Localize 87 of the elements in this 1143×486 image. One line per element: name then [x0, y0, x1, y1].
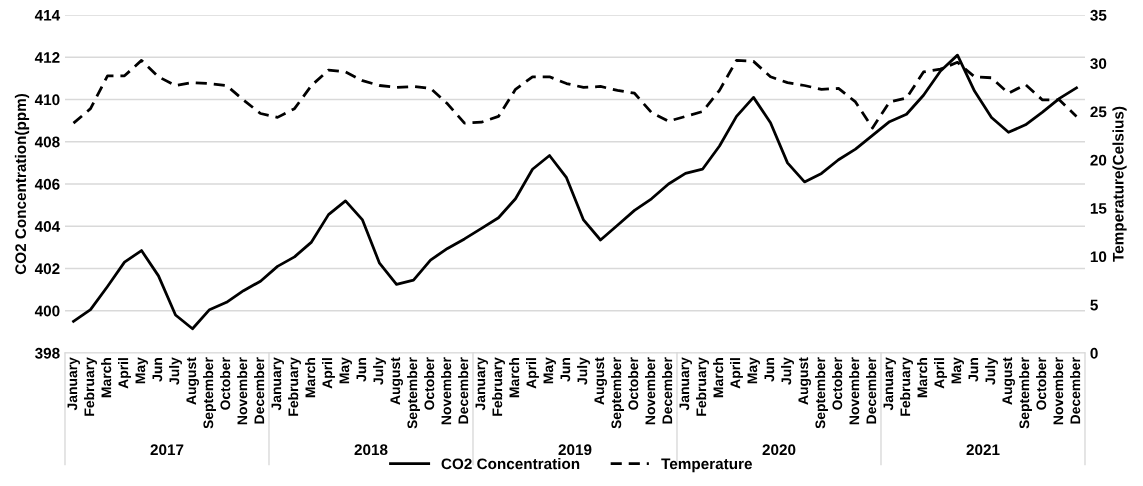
- x-tick-label: October: [424, 357, 435, 410]
- x-tick-label: May: [543, 357, 556, 384]
- x-tick-label: September: [1019, 357, 1032, 429]
- y2-tick-label: 25: [1090, 106, 1107, 118]
- x-tick-label: August: [1002, 357, 1015, 405]
- y2-tick-label: 20: [1090, 154, 1107, 166]
- x-tick-label: November: [645, 357, 656, 425]
- x-tick-label: January: [883, 357, 896, 411]
- x-tick-label: Jun: [152, 358, 163, 382]
- x-tick-label: July: [781, 357, 794, 385]
- x-tick-label: August: [390, 357, 403, 405]
- y-tick-label: 414: [34, 10, 61, 21]
- x-tick-label: February: [696, 357, 709, 416]
- y-tick-label: 398: [35, 347, 60, 359]
- y2-tick-label: 0: [1090, 347, 1098, 359]
- x-tick-label: December: [254, 357, 265, 424]
- y-tick-label: 406: [34, 178, 60, 190]
- y2-tick-label: 5: [1090, 299, 1098, 311]
- y-tick-label: 408: [34, 136, 60, 148]
- y2-tick-label: 35: [1090, 9, 1107, 21]
- x-tick-label: Jun: [968, 358, 979, 382]
- x-tick-label: April: [322, 358, 335, 389]
- x-tick-label: January: [271, 357, 284, 411]
- x-tick-label: March: [509, 358, 520, 398]
- y2-tick-label: 15: [1090, 203, 1107, 214]
- x-tick-label: April: [730, 358, 743, 389]
- x-tick-label: March: [713, 358, 724, 398]
- x-tick-label: September: [203, 357, 216, 429]
- x-tick-label: Jun: [764, 358, 775, 382]
- y2-axis-title: Temperature(Celsius): [1112, 106, 1127, 262]
- x-tick-label: April: [934, 358, 947, 389]
- x-tick-label: August: [798, 357, 811, 405]
- text: 2017: [150, 444, 184, 456]
- x-tick-label: July: [985, 357, 998, 385]
- y-axis-title: CO2 Concentration(ppm): [14, 93, 30, 275]
- x-tick-label: October: [628, 357, 639, 410]
- x-tick-label: July: [577, 357, 590, 385]
- x-tick-label: December: [458, 357, 469, 424]
- x-tick-label: September: [611, 357, 624, 429]
- y-tick-label: 404: [34, 221, 61, 232]
- x-tick-label: September: [815, 357, 828, 429]
- x-tick-label: February: [84, 357, 97, 416]
- x-tick-label: December: [866, 357, 877, 424]
- text: 2020: [762, 444, 796, 456]
- text: 2019: [558, 444, 592, 456]
- x-tick-label: May: [951, 357, 964, 384]
- x-tick-label: December: [1070, 357, 1081, 424]
- text: 2021: [966, 444, 1000, 456]
- x-tick-label: May: [135, 357, 148, 384]
- legend-label: Temperature: [661, 458, 752, 473]
- y-tick-label: 402: [34, 263, 60, 275]
- legend-label: CO2 Concentration: [441, 458, 580, 470]
- x-tick-label: Jun: [560, 358, 571, 382]
- x-tick-label: January: [67, 357, 80, 411]
- x-tick-label: December: [662, 357, 673, 424]
- y2-tick-label: 10: [1090, 251, 1107, 263]
- x-tick-label: August: [186, 357, 199, 405]
- x-tick-label: January: [679, 357, 692, 411]
- x-tick-label: November: [849, 357, 860, 425]
- x-tick-label: February: [492, 357, 505, 416]
- x-tick-label: August: [594, 357, 607, 405]
- line-series: [72, 53, 1078, 331]
- x-tick-label: February: [900, 357, 913, 416]
- y-tick-label: 400: [34, 305, 60, 317]
- x-tick-label: May: [339, 357, 352, 384]
- x-tick-label: April: [118, 358, 131, 389]
- x-tick-label: April: [526, 358, 539, 389]
- x-tick-label: October: [1036, 357, 1047, 410]
- x-tick-label: July: [169, 357, 182, 385]
- x-tick-label: October: [220, 357, 231, 410]
- y-tick-label: 412: [34, 52, 60, 63]
- x-tick-label: November: [1053, 357, 1064, 425]
- x-tick-label: November: [237, 357, 248, 425]
- text: 2018: [354, 444, 388, 456]
- x-tick-label: November: [441, 357, 452, 425]
- x-tick-label: March: [305, 358, 316, 398]
- x-tick-label: October: [832, 357, 843, 410]
- x-tick-label: January: [475, 357, 488, 411]
- y-tick-label: 410: [34, 94, 60, 106]
- x-tick-label: March: [917, 358, 928, 398]
- y2-tick-label: 30: [1090, 58, 1107, 69]
- x-tick-label: March: [101, 358, 112, 398]
- x-tick-label: Jun: [356, 358, 367, 382]
- x-tick-label: July: [373, 357, 386, 385]
- x-tick-label: September: [407, 357, 420, 429]
- x-tick-label: February: [288, 357, 301, 416]
- x-tick-label: May: [747, 357, 760, 384]
